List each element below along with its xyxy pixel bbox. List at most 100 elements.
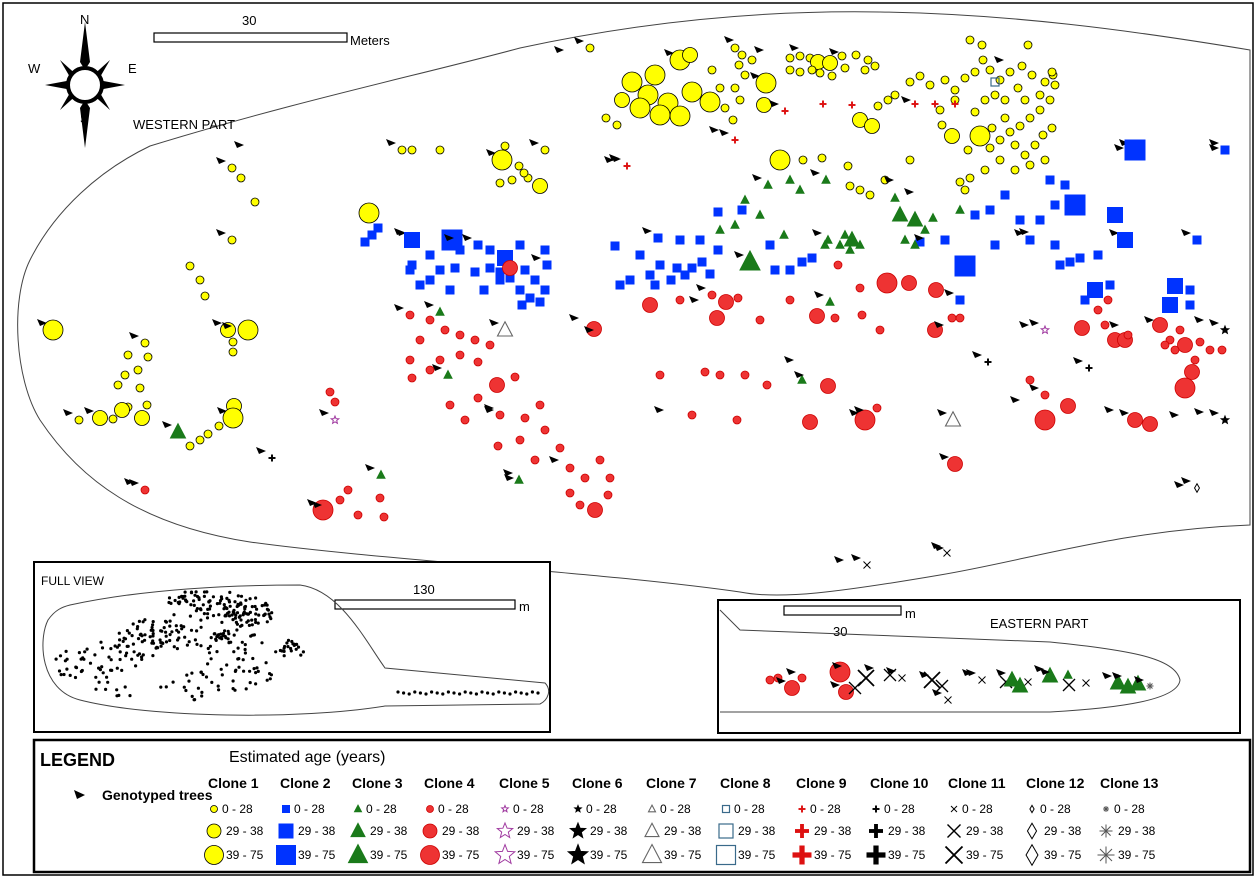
tree-marker	[785, 265, 795, 275]
tree-marker	[1017, 61, 1027, 71]
tree-dot	[244, 687, 248, 691]
legend-clone-name: Clone 5	[499, 775, 550, 791]
tree-dot	[430, 690, 434, 694]
genotyped-tree-icon	[1209, 409, 1219, 416]
tree-marker	[623, 162, 631, 170]
tree-marker	[1080, 295, 1090, 305]
tree-marker	[1038, 130, 1048, 140]
tree-dot	[227, 632, 231, 636]
legend-clone-name: Clone 9	[796, 775, 847, 791]
tree-marker	[1005, 127, 1015, 137]
genotyped-tree-icon	[222, 322, 232, 329]
tree-marker	[851, 50, 861, 60]
genotyped-tree-icon	[944, 289, 954, 296]
tree-dot	[217, 613, 221, 617]
tree-marker	[530, 275, 540, 285]
tree-marker	[1015, 121, 1025, 131]
tree-dot	[151, 620, 155, 624]
tree-marker	[542, 260, 552, 270]
genotyped-tree-icon	[1174, 481, 1184, 488]
legend-age-class: 39 - 75	[966, 848, 1004, 862]
tree-dot	[508, 692, 512, 696]
genotyped-tree-icon	[786, 668, 796, 675]
tree-marker	[709, 310, 725, 326]
genotyped-tree-icon	[462, 234, 472, 241]
genotyped-tree-icon	[776, 677, 786, 684]
genotyped-tree-icon	[1040, 668, 1050, 675]
tree-marker	[580, 473, 590, 483]
legend-symbol-8-2	[715, 844, 737, 866]
genotyped-tree-icon	[1181, 477, 1191, 484]
legend-age-class: 39 - 75	[888, 848, 926, 862]
genotyped-tree-icon	[812, 229, 822, 236]
tree-dot	[137, 619, 141, 624]
tree-marker	[325, 387, 335, 397]
legend-symbol-5-1	[495, 821, 515, 839]
tree-dot	[220, 673, 224, 677]
tree-marker	[1124, 139, 1146, 161]
tree-dot	[441, 692, 445, 696]
tree-marker	[944, 696, 952, 704]
tree-marker	[985, 205, 995, 215]
tree-marker	[1123, 330, 1133, 340]
legend-age-class: 0 - 28	[962, 802, 993, 816]
tree-markers-western	[37, 35, 1231, 569]
tree-marker	[1015, 215, 1025, 225]
tree-marker	[755, 72, 777, 94]
tree-dot	[187, 679, 191, 683]
legend-age-class: 39 - 75	[814, 848, 852, 862]
tree-dot	[183, 635, 187, 639]
tree-dot	[234, 620, 238, 625]
stand-outline-western	[17, 11, 1251, 596]
genotyped-tree-icon	[851, 554, 861, 561]
tree-marker	[827, 71, 837, 81]
tree-marker	[470, 335, 480, 345]
tree-dot	[497, 690, 501, 694]
tree-marker	[995, 135, 1005, 145]
tree-dot	[192, 599, 196, 603]
tree-marker	[1082, 679, 1090, 687]
legend-age-class: 0 - 28	[734, 802, 765, 816]
tree-marker	[843, 161, 853, 171]
tree-marker	[514, 161, 524, 171]
legend-age-class: 0 - 28	[884, 802, 915, 816]
genotyped-tree-icon	[529, 139, 539, 146]
genotyped-tree-icon	[996, 669, 1006, 676]
tree-marker	[268, 454, 276, 462]
legend-symbol-6-2	[566, 843, 590, 865]
tree-marker	[807, 65, 817, 75]
tree-dot	[254, 612, 258, 616]
tree-marker	[905, 155, 915, 165]
tree-dot	[243, 643, 247, 647]
tree-dot	[150, 625, 154, 630]
tree-marker	[373, 223, 383, 233]
tree-dot	[254, 596, 258, 600]
tree-marker	[823, 234, 833, 244]
tree-marker	[435, 265, 445, 275]
tree-dot	[189, 603, 193, 607]
compass-w-label: W	[28, 61, 41, 76]
tree-dot	[162, 626, 166, 630]
tree-dot	[226, 611, 230, 615]
tree-dot	[125, 651, 129, 655]
legend-symbol-9-0	[798, 805, 806, 813]
genotyped-tree-icon	[750, 72, 760, 79]
genotyped-tree-icon	[74, 790, 85, 799]
tree-dot	[199, 670, 203, 674]
tree-marker	[614, 92, 630, 108]
tree-marker	[797, 257, 807, 267]
legend-age-class: 29 - 38	[814, 824, 852, 838]
tree-marker	[1109, 673, 1127, 690]
full-view-scale-unit: m	[519, 599, 530, 614]
tree-dot	[256, 669, 260, 674]
legend-symbol-8-0	[721, 804, 731, 814]
legend-age-class: 29 - 38	[370, 824, 408, 838]
tree-marker	[1167, 278, 1183, 294]
tree-marker	[330, 397, 340, 407]
legend-age-class: 39 - 75	[664, 848, 702, 862]
tree-dot	[193, 593, 197, 597]
genotyped-tree-icon	[829, 48, 839, 55]
tree-dot	[192, 698, 196, 702]
legend-clone-name: Clone 11	[948, 775, 1006, 791]
tree-dot	[168, 633, 172, 637]
